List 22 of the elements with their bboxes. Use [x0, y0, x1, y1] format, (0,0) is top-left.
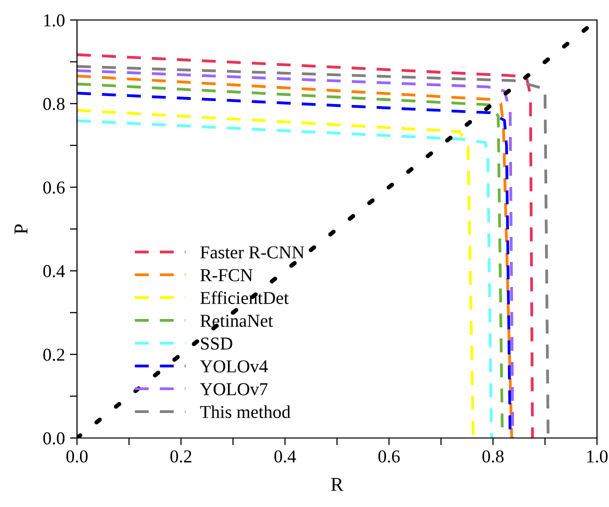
x-tick-label: 0.2: [170, 450, 192, 463]
legend-label: EfficientDet: [200, 291, 289, 304]
legend-label: YOLOv7: [200, 383, 268, 396]
y-tick-label: 0.2: [43, 348, 64, 361]
legend-label: Faster R-CNN: [200, 246, 304, 258]
x-tick-label: 1.0: [587, 450, 608, 463]
x-tick-label: 0.6: [378, 450, 400, 463]
x-tick-label: 0.4: [274, 450, 296, 463]
legend-label: This method: [200, 405, 290, 418]
legend-label: RetinaNet: [200, 314, 273, 327]
x-tick-label: 0.8: [482, 450, 504, 463]
y-tick-label: 0.6: [43, 181, 65, 194]
y-tick-label: 0.0: [43, 432, 65, 445]
legend-label: YOLOv4: [200, 360, 268, 372]
y-axis-title: P: [14, 224, 28, 234]
y-tick-label: 0.8: [43, 98, 65, 110]
x-tick-label: 0.0: [66, 450, 88, 463]
legend-label: R-FCN: [200, 269, 253, 282]
y-tick-label: 1.0: [44, 14, 65, 27]
x-axis-title: R: [331, 478, 344, 491]
y-tick-label: 0.4: [43, 265, 65, 278]
legend-label: SSD: [201, 338, 232, 350]
